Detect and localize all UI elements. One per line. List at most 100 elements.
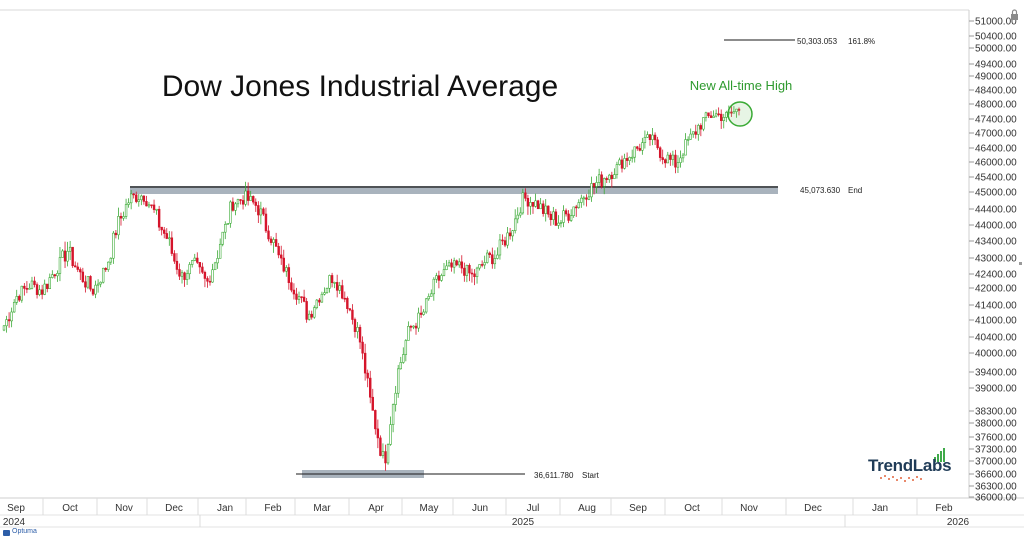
candle-body: [643, 137, 647, 143]
candle-body: [358, 327, 362, 343]
candle-body: [196, 257, 199, 263]
candle-body: [58, 257, 62, 274]
candle-body: [707, 112, 710, 116]
candle-body: [147, 204, 151, 207]
candle-body: [450, 262, 453, 268]
lock-icon: [1011, 9, 1018, 20]
candle-body: [226, 222, 230, 225]
candle-body: [460, 261, 463, 269]
candle-body: [465, 265, 469, 276]
candle-body: [129, 193, 133, 204]
y-tick-label: 44400.00: [975, 205, 1017, 216]
candle-body: [216, 258, 219, 264]
candle-body: [7, 319, 11, 322]
candle-body: [539, 203, 542, 210]
candle-body: [122, 216, 125, 219]
candle-body: [175, 260, 179, 270]
candle-body: [549, 213, 552, 220]
trendlabs-logo: TrendLabs: [868, 448, 952, 488]
candle-body: [157, 208, 161, 228]
candle-body: [587, 196, 591, 200]
candle-body: [234, 203, 237, 211]
candle-body: [676, 162, 680, 168]
candle-body: [374, 410, 377, 430]
candle-body: [117, 216, 120, 236]
candle-body: [107, 261, 110, 270]
candle-body: [681, 154, 685, 159]
y-tick-label: 45000.00: [975, 188, 1017, 199]
candle-body: [206, 278, 209, 282]
candle-body: [430, 293, 433, 297]
candle-body: [394, 392, 397, 405]
candle-body: [140, 195, 143, 201]
candle-body: [249, 196, 252, 201]
candle-body: [81, 271, 85, 283]
candle-body: [351, 309, 354, 320]
candle-body: [369, 377, 372, 398]
x-month-label: Nov: [740, 503, 758, 514]
candle-body: [333, 282, 336, 284]
level-value-label: 45,073.630: [800, 186, 841, 195]
candle-body: [295, 293, 298, 300]
candle-body: [582, 197, 586, 200]
y-tick-label: 36300.00: [975, 482, 1017, 493]
candle-body: [30, 280, 34, 289]
candle-body: [666, 154, 669, 164]
candle-body: [366, 372, 369, 379]
candle-body: [198, 262, 202, 268]
candle-body: [5, 319, 8, 327]
candle-body: [422, 311, 425, 315]
candle-body: [651, 134, 654, 141]
x-year-label: 2024: [3, 517, 26, 528]
candle-body: [381, 451, 385, 456]
candle-body: [442, 269, 446, 276]
candle-body: [325, 287, 329, 293]
candle-body: [203, 271, 207, 279]
candle-body: [414, 325, 418, 329]
candle-body: [592, 183, 596, 187]
candle-body: [104, 267, 107, 270]
candle-body: [173, 253, 176, 262]
x-month-label: Jul: [527, 503, 540, 514]
y-tick-label: 47000.00: [975, 129, 1017, 140]
candle-body: [236, 199, 240, 205]
candle-body: [224, 224, 227, 233]
candle-body: [272, 239, 275, 243]
candle-body: [409, 326, 413, 328]
candle-body: [590, 183, 593, 198]
candle-body: [412, 325, 415, 328]
candle-body: [376, 428, 380, 439]
candle-body: [526, 197, 530, 207]
x-month-label: Nov: [115, 503, 133, 514]
candle-body: [229, 201, 232, 224]
candle-body: [554, 211, 558, 226]
y-tick-label: 37300.00: [975, 445, 1017, 456]
y-tick-label: 43400.00: [975, 237, 1017, 248]
candle-body: [290, 282, 293, 291]
candle-body: [704, 112, 708, 118]
candle-body: [725, 112, 728, 118]
y-tick-label: 41000.00: [975, 316, 1017, 327]
candle-body: [163, 229, 166, 234]
candle-body: [661, 157, 664, 160]
y-tick-label: 50400.00: [975, 32, 1017, 43]
y-tick-label: 37600.00: [975, 433, 1017, 444]
candle-body: [341, 285, 344, 299]
candle-body: [620, 159, 624, 169]
ath-annotation: New All-time High: [690, 78, 793, 93]
optuma-label: Optuma: [12, 528, 37, 535]
candle-body: [74, 265, 77, 268]
candle-body: [402, 354, 405, 363]
candle-body: [20, 285, 24, 301]
candle-body: [91, 288, 95, 295]
candle-body: [313, 307, 316, 318]
candle-body: [168, 237, 171, 240]
candle-body: [664, 159, 667, 164]
candle-body: [282, 257, 285, 272]
candle-body: [585, 197, 588, 200]
candle-body: [239, 199, 242, 201]
candle-body: [356, 327, 359, 332]
optuma-logo: Optuma: [2, 528, 62, 538]
candle-body: [714, 113, 718, 117]
